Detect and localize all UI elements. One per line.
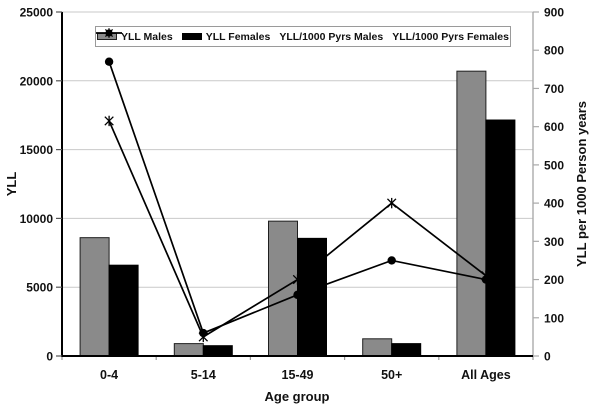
legend-label: YLL/1000 Pyrs Males: [279, 30, 384, 43]
bar-yll-males-50: [362, 338, 393, 357]
x-category-label-all-ages: All Ages: [461, 368, 511, 382]
plot-area: 0 5000 10000 15000 20000 25000 0 100 200 300 400 50…: [20, 6, 565, 383]
x-category-label-15-49: 15-49: [282, 368, 314, 382]
x-category-label-5-14: 5-14: [191, 368, 216, 382]
marker-star-yll-1000-pyrs-females-0-4: [104, 116, 114, 126]
x-category-label-50: 50+: [381, 368, 402, 382]
left-axis-title: YLL: [4, 172, 19, 197]
right-axis-title: YLL per 1000 Person years: [574, 101, 589, 267]
bar-yll-males-0-4: [79, 237, 110, 357]
left-axis-tick-label-25000: 25000: [20, 6, 54, 20]
legend-label: YLL Males: [121, 30, 173, 43]
legend-swatch-yll-females: [181, 33, 202, 40]
right-axis-tick-label-500: 500: [544, 158, 564, 172]
left-axis-tick-label-15000: 15000: [20, 143, 54, 157]
x-axis-title: Age group: [265, 389, 330, 404]
right-axis-tick-label-200: 200: [544, 273, 564, 287]
left-axis-tick-label-5000: 5000: [26, 281, 53, 295]
right-axis-tick-label-300: 300: [544, 235, 564, 249]
right-axis-tick-label-800: 800: [544, 44, 564, 58]
marker-star-yll-1000-pyrs-females-15-49: [292, 274, 303, 285]
bar-yll-females-15-49: [297, 237, 327, 357]
legend-label: YLL Females: [205, 30, 271, 43]
legend-item-yll-females: YLL Females: [181, 30, 271, 43]
bar-yll-females-5-14: [202, 345, 233, 357]
marker-star-yll-1000-pyrs-females-5-14: [198, 332, 209, 342]
marker-circle-yll-1000-pyrs-males-50: [387, 256, 396, 265]
right-axis-tick-label-400: 400: [544, 197, 564, 211]
legend-item-yll-1000-pyrs-males: YLL/1000 Pyrs Males: [96, 29, 384, 43]
legend-item-yll-males: YLL Males: [97, 31, 173, 43]
marker-circle-yll-1000-pyrs-males-15-49: [293, 290, 302, 300]
bar-yll-females-50: [391, 343, 422, 357]
bar-yll-females-all-ages: [485, 119, 516, 357]
x-category-label-0-4: 0-4: [100, 368, 118, 382]
legend-marker-star-icon: [96, 28, 122, 38]
legend-item-yll-1000-pyrs-females: YLL/1000 Pyrs Females: [96, 28, 509, 43]
left-axis-tick-label-20000: 20000: [20, 74, 54, 88]
left-axis-tick-label-10000: 10000: [20, 212, 54, 226]
right-axis-tick-label-0: 0: [544, 350, 551, 364]
chart-legend: YLL Males YLL Females YLL/1000 Pyrs Males Y…: [95, 26, 511, 47]
marker-circle-yll-1000-pyrs-males-0-4: [104, 57, 114, 66]
bar-yll-males-all-ages: [456, 70, 487, 357]
right-axis-tick-label-600: 600: [544, 120, 564, 134]
bar-yll-males-5-14: [173, 343, 204, 357]
marker-star-yll-1000-pyrs-females-50: [386, 198, 397, 208]
marker-star-yll-1000-pyrs-females-all-ages: [481, 271, 491, 281]
right-axis-tick-label-900: 900: [544, 6, 564, 20]
right-axis-tick-label-700: 700: [544, 82, 564, 96]
legend-label: YLL/1000 Pyrs Females: [392, 30, 509, 43]
left-axis-tick-label-0: 0: [46, 350, 53, 364]
bar-yll-females-0-4: [108, 264, 139, 357]
right-axis-tick-label-100: 100: [544, 311, 564, 325]
